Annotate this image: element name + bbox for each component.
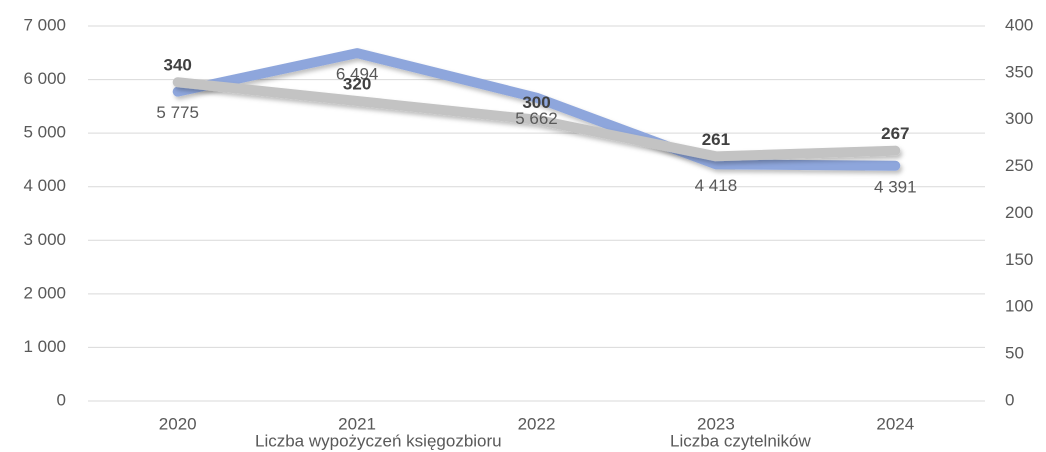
y2-tick-label: 0: [1005, 390, 1014, 409]
legend-label: Liczba wypożyczeń księgozbioru: [255, 431, 502, 450]
data-label: 5 775: [156, 103, 199, 122]
series-line: [172, 77, 901, 162]
x-tick-label: 2024: [876, 414, 914, 433]
data-label: 4 418: [695, 176, 738, 195]
y2-tick-label: 250: [1005, 156, 1033, 175]
data-label: 320: [343, 74, 371, 93]
legend-label: Liczba czytelników: [670, 431, 812, 450]
x-tick-label: 2023: [697, 414, 735, 433]
y2-tick-label: 100: [1005, 297, 1033, 316]
y2-tick-label: 400: [1005, 15, 1033, 34]
y2-tick-label: 50: [1005, 344, 1024, 363]
y-tick-label: 3 000: [23, 230, 66, 249]
y-tick-label: 0: [57, 390, 66, 409]
data-label: 267: [881, 124, 909, 143]
data-label: 261: [702, 130, 730, 149]
y-tick-label: 5 000: [23, 123, 66, 142]
y-tick-label: 4 000: [23, 176, 66, 195]
x-tick-label: 2022: [518, 414, 556, 433]
data-label: 6 494: [336, 65, 379, 84]
y-tick-label: 7 000: [23, 15, 66, 34]
y2-tick-label: 350: [1005, 62, 1033, 81]
y2-tick-label: 150: [1005, 250, 1033, 269]
y-tick-label: 1 000: [23, 337, 66, 356]
data-label: 5 662: [515, 109, 558, 128]
data-label: 340: [164, 56, 192, 75]
y-tick-label: 2 000: [23, 283, 66, 302]
x-tick-label: 2020: [159, 414, 197, 433]
series-line: [172, 48, 901, 171]
data-label: 300: [522, 93, 550, 112]
x-tick-label: 2021: [338, 414, 376, 433]
y2-tick-label: 200: [1005, 203, 1033, 222]
y-tick-label: 6 000: [23, 69, 66, 88]
y2-tick-label: 300: [1005, 109, 1033, 128]
data-label: 4 391: [874, 177, 917, 196]
